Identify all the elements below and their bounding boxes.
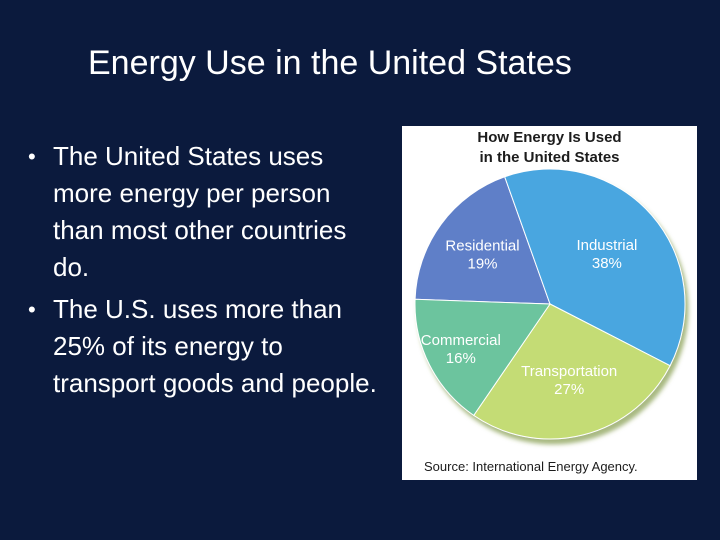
slice-value-label: 38% [592,255,622,272]
bullet-icon: • [28,144,36,169]
pie-slice-residential [414,176,551,305]
slide-title: Energy Use in the United States [88,44,572,82]
slice-label: Industrial [576,237,637,254]
slice-label: Transportation [521,363,617,380]
pie-slice-commercial [414,298,551,417]
bullet-item: • The United States uses more energy per … [24,138,384,286]
bullet-text: The United States uses more energy per p… [53,141,347,282]
chart-source: Source: International Energy Agency. [424,459,638,474]
bullet-icon: • [28,297,36,322]
pie-slice-industrial [504,168,686,367]
bullet-list: • The United States uses more energy per … [24,138,384,407]
chart-title: How Energy Is Used in the United States [402,128,697,168]
slice-label: Commercial [421,332,501,349]
slice-value-label: 27% [554,381,584,398]
slice-value-label: 19% [467,256,497,273]
bullet-item: • The U.S. uses more than 25% of its ener… [24,291,384,402]
chart-title-line: How Energy Is Used [477,129,622,146]
slice-value-label: 16% [446,350,476,367]
bullet-text: The U.S. uses more than 25% of its energ… [53,294,377,398]
slice-label: Residential [445,238,519,255]
chart-title-line: in the United States [479,149,620,166]
pie-slice-transportation [473,303,671,440]
pie-chart-card: How Energy Is Used in the United States … [402,126,697,480]
